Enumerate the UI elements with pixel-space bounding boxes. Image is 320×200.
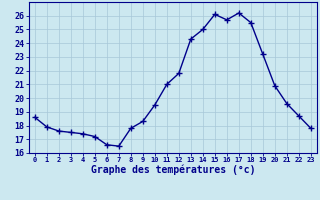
X-axis label: Graphe des températures (°c): Graphe des températures (°c)	[91, 165, 255, 175]
